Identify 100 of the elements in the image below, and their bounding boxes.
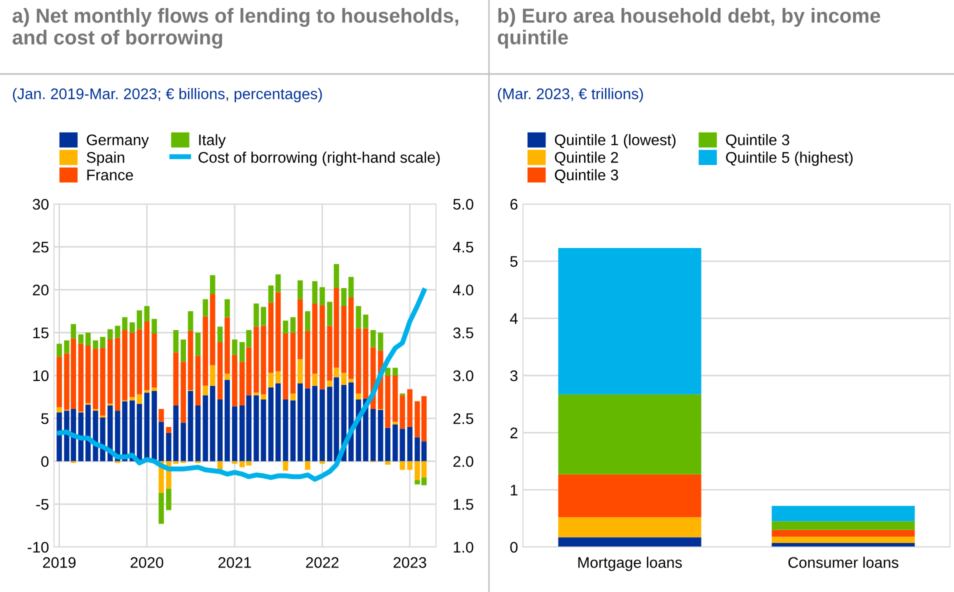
x-tick-label: 2019 xyxy=(43,557,76,568)
bar xyxy=(304,461,310,470)
bar xyxy=(290,317,296,333)
bar xyxy=(320,389,325,462)
bar xyxy=(166,488,172,510)
bar xyxy=(254,395,259,462)
bar xyxy=(392,368,398,376)
bar xyxy=(400,461,406,470)
bar xyxy=(268,372,274,388)
bar xyxy=(136,394,142,404)
y-tick-label: 5 xyxy=(41,413,48,424)
bar xyxy=(320,305,325,390)
legend-label: Cost of borrowing (right-hand scale) xyxy=(198,152,440,166)
bar xyxy=(356,394,362,400)
bar xyxy=(217,342,223,400)
y2-tick-label: 1.5 xyxy=(454,499,474,510)
bar xyxy=(385,376,390,428)
bar xyxy=(100,348,106,416)
chart-subtitle: (Jan. 2019-Mar. 2023; € billions, percentages) xyxy=(12,88,322,102)
bar xyxy=(224,299,230,318)
bar xyxy=(122,317,128,330)
bar xyxy=(282,320,288,334)
legend-label: France xyxy=(87,170,133,180)
bar xyxy=(282,333,288,400)
bar xyxy=(392,424,398,462)
bar xyxy=(78,334,84,344)
bar xyxy=(356,328,362,394)
bar xyxy=(268,302,274,373)
legend-label: Quintile 3 xyxy=(554,169,618,184)
x-tick-label: 2021 xyxy=(218,557,251,568)
y2-tick-label: 3.0 xyxy=(453,370,474,382)
bar xyxy=(320,461,325,464)
y2-tick-label: 2.5 xyxy=(453,413,474,424)
y-tick-label: 30 xyxy=(32,198,49,210)
y2-tick-label: 3.5 xyxy=(453,327,474,338)
bar xyxy=(558,537,702,547)
bar xyxy=(202,316,208,386)
bar xyxy=(144,306,150,322)
bar xyxy=(130,396,135,400)
legend-label: Germany xyxy=(86,134,149,148)
x-tick-label: 2023 xyxy=(394,557,426,568)
bar xyxy=(158,408,164,422)
legend-label: Italy xyxy=(199,134,226,148)
bar xyxy=(173,461,179,464)
bar xyxy=(56,407,62,412)
bar xyxy=(254,392,259,396)
chart-title: b) Euro area household debt, by income quintile xyxy=(498,8,880,48)
bar xyxy=(180,362,186,423)
bar xyxy=(298,383,303,462)
y2-tick-label: 4.5 xyxy=(453,242,474,253)
bar xyxy=(260,394,266,400)
bar xyxy=(92,348,98,409)
bar xyxy=(195,406,201,462)
bar xyxy=(210,386,216,462)
bar xyxy=(56,356,62,408)
bar xyxy=(378,410,384,462)
bar xyxy=(275,383,281,462)
bar xyxy=(282,400,288,462)
bar xyxy=(290,400,296,462)
bar xyxy=(254,326,259,393)
bar xyxy=(173,330,179,352)
x-tick-label: Consumer loans xyxy=(788,556,898,568)
bar xyxy=(772,506,915,522)
x-tick-label: 2020 xyxy=(130,557,164,568)
bar xyxy=(260,400,266,462)
y-tick-label: 3 xyxy=(510,370,518,382)
legend-label: Quintile 3 xyxy=(726,134,790,148)
bar xyxy=(232,461,238,464)
y-tick-label: -5 xyxy=(36,499,48,510)
bar xyxy=(327,380,332,387)
bar xyxy=(152,388,157,391)
bar xyxy=(108,339,113,404)
bar xyxy=(392,422,398,424)
chart-subtitle: (Mar. 2023, € trillions) xyxy=(498,88,643,102)
bar xyxy=(254,303,259,327)
y2-tick-label: 5.0 xyxy=(453,198,474,210)
bar xyxy=(180,339,186,362)
bar xyxy=(334,264,340,288)
bar xyxy=(122,330,128,400)
bar xyxy=(85,332,91,346)
bar xyxy=(385,368,390,376)
legend-label: Quintile 5 (highest) xyxy=(726,152,853,166)
bar xyxy=(400,395,406,429)
bar xyxy=(363,314,368,328)
bar xyxy=(166,426,172,433)
bar xyxy=(56,344,62,357)
bar xyxy=(268,388,274,462)
bar xyxy=(210,294,216,366)
bar xyxy=(348,276,354,298)
bar xyxy=(114,326,120,338)
chart-title: a) Net monthly flows of lending to households, and cost of borrowing xyxy=(12,8,458,49)
bar xyxy=(217,326,223,342)
bar xyxy=(407,426,412,462)
bar xyxy=(202,299,208,316)
y-tick-label: 0 xyxy=(510,542,518,553)
y2-tick-label: 4.0 xyxy=(453,284,474,296)
bar xyxy=(304,311,310,331)
bar xyxy=(130,322,135,333)
y-tick-label: 0 xyxy=(41,456,49,467)
bar xyxy=(217,400,223,462)
